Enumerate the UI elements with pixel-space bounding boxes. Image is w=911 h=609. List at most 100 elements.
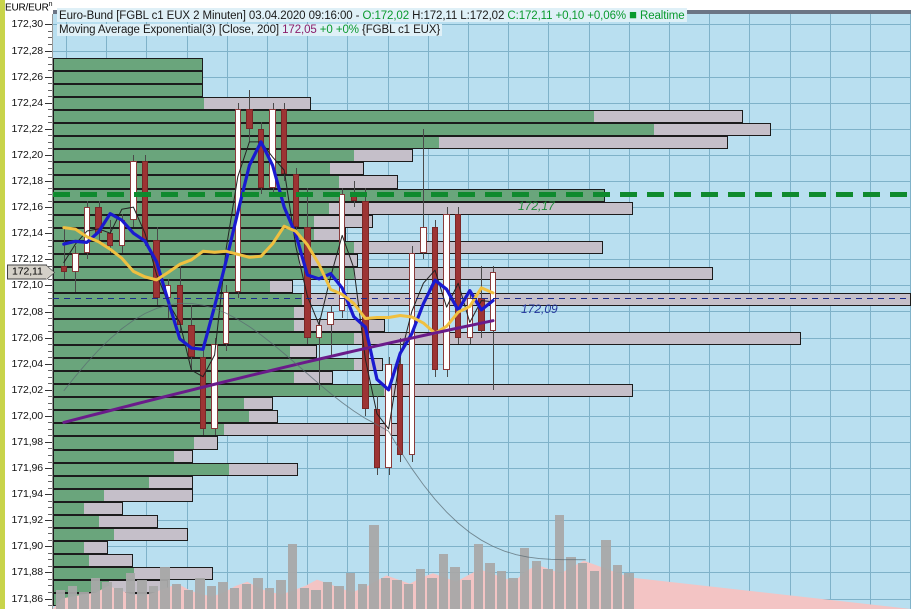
axis-tick-label: 172,14 — [11, 227, 43, 240]
axis-minor-tick — [48, 592, 52, 593]
candle-down — [362, 200, 369, 410]
volume-bar — [450, 567, 460, 609]
axis-minor-tick — [48, 605, 52, 607]
header-high-value: 172,11 — [423, 10, 458, 22]
volume-profile-buy-segment — [54, 72, 202, 84]
axis-tick-mark — [45, 102, 52, 104]
axis-minor-tick — [48, 122, 52, 124]
volume-bar — [578, 562, 588, 609]
axis-tick-label: 171,90 — [11, 540, 43, 553]
volume-bar — [264, 588, 275, 609]
candle-down — [176, 285, 183, 325]
candle-down — [188, 324, 195, 358]
axis-minor-tick — [48, 135, 52, 137]
volume-bar — [137, 579, 147, 609]
axis-title: EUR/EURn — [5, 1, 53, 14]
axis-minor-tick — [48, 481, 52, 483]
volume-profile-row — [53, 97, 311, 111]
volume-bar — [473, 543, 483, 609]
realtime-dot-icon: ■ — [629, 7, 637, 22]
axis-minor-tick — [48, 63, 52, 65]
axis-minor-tick — [48, 141, 52, 143]
axis-tick-label: 172,28 — [11, 44, 43, 57]
axis-minor-tick — [48, 57, 52, 59]
axis-minor-tick — [48, 226, 52, 228]
point-of-control-line[interactable] — [53, 298, 911, 300]
volume-profile-sell-segment — [89, 554, 132, 566]
header-dash: - — [355, 10, 360, 22]
value-area-high-line[interactable] — [53, 192, 911, 198]
volume-bar — [148, 585, 159, 609]
axis-tick-label: 171,94 — [11, 488, 43, 501]
volume-bar — [369, 525, 379, 609]
candle-down — [373, 409, 381, 469]
candle-up — [72, 252, 79, 273]
indicator-change-percent: +0% — [335, 24, 359, 36]
axis-minor-tick — [48, 304, 52, 306]
axis-rule — [52, 14, 53, 609]
volume-profile-sell-segment — [594, 111, 742, 123]
axis-tick-mark — [45, 572, 52, 574]
axis-minor-tick — [48, 539, 52, 541]
axis-minor-tick — [48, 435, 52, 437]
volume-bar — [102, 581, 112, 609]
axis-minor-tick — [48, 578, 52, 580]
candle-up — [315, 324, 323, 338]
axis-tick-label: 172,06 — [11, 331, 43, 344]
axis-title-text: EUR/EUR — [5, 2, 49, 14]
axis-minor-tick — [48, 448, 52, 450]
candle-down — [292, 174, 299, 227]
chart-plot-area[interactable]: 172,17 172,09 — [53, 14, 911, 609]
axis-tick-mark — [45, 598, 52, 600]
candle-up — [339, 194, 346, 312]
left-edge-strip — [0, 0, 5, 609]
volume-bar — [357, 583, 367, 609]
candle-up — [234, 109, 241, 292]
axis-tick-label: 171,88 — [11, 566, 43, 579]
axis-tick-label: 172,26 — [11, 70, 43, 83]
axis-minor-tick — [48, 331, 52, 333]
header-contract: [FGBL c1 EUX 2 Minuten] — [116, 10, 246, 22]
candle-up — [489, 272, 497, 332]
candle-down — [304, 226, 311, 338]
axis-minor-tick — [48, 83, 52, 85]
axis-tick-label: 171,92 — [11, 514, 43, 527]
header-date: 03.04.2020 — [248, 10, 306, 22]
volume-bar — [438, 554, 449, 609]
indicator-name: Moving Average Exponential(3) — [59, 24, 216, 36]
axis-minor-tick — [48, 109, 52, 111]
header-change: +0,10 — [555, 10, 585, 22]
axis-tick-mark — [45, 207, 52, 209]
axis-tick-mark — [45, 546, 52, 548]
axis-minor-tick — [48, 43, 52, 45]
candle-down — [257, 128, 265, 188]
header-close-label: C: — [507, 10, 519, 22]
axis-tick-label: 172,20 — [11, 148, 43, 161]
horizontal-gridline — [53, 51, 911, 52]
volume-profile-buy-segment — [54, 567, 134, 579]
current-price-marker[interactable]: 172,11 — [7, 264, 54, 280]
volume-bar — [253, 577, 263, 609]
volume-bar — [589, 571, 599, 609]
axis-tick-label: 172,00 — [11, 409, 43, 422]
volume-profile-buy-segment — [54, 554, 89, 566]
volume-profile-row — [53, 123, 771, 137]
candle-up — [211, 344, 218, 429]
price-axis[interactable]: EUR/EURn 172,30 172,28 172,26 172,24 172,22 1… — [5, 0, 54, 609]
axis-tick-label: 172,12 — [11, 253, 43, 266]
candle-down — [246, 109, 253, 129]
axis-minor-tick — [48, 461, 52, 463]
header-open-value: 172,02 — [374, 10, 410, 22]
volume-bar — [125, 573, 135, 609]
candle-down — [478, 298, 485, 332]
axis-minor-tick — [48, 383, 52, 385]
volume-bar — [288, 543, 298, 609]
axis-minor-tick — [48, 376, 52, 378]
volume-bar — [601, 539, 611, 609]
header-time: 09:16:00 — [308, 10, 353, 22]
indicator-symbol: {FGBL c1 EUX} — [361, 24, 441, 36]
volume-profile-buy-segment — [54, 85, 202, 97]
volume-bar — [90, 577, 101, 609]
volume-bar — [334, 585, 344, 609]
